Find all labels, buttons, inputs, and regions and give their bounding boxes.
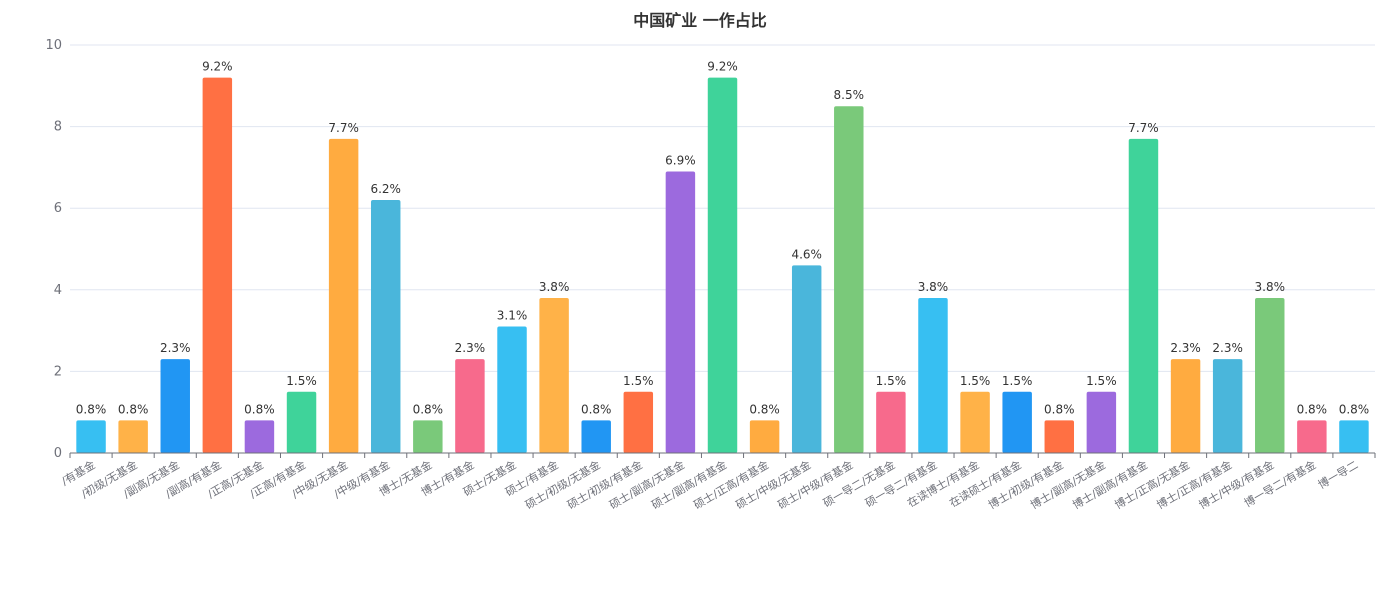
bar[interactable]	[876, 391, 906, 453]
bar[interactable]	[328, 138, 359, 453]
y-tick-label: 0	[54, 446, 62, 461]
bar[interactable]	[707, 77, 738, 453]
bar-data-label: 4.6%	[791, 247, 822, 261]
bar[interactable]	[286, 391, 317, 453]
bar-data-label: 6.2%	[370, 182, 401, 196]
bar-data-label: 1.5%	[1002, 374, 1033, 388]
bar-data-label: 0.8%	[118, 402, 149, 416]
bar[interactable]	[665, 171, 696, 454]
bar[interactable]	[1297, 420, 1327, 453]
x-tick-label: 博士/初级/有基金	[986, 457, 1066, 511]
bar-data-label: 7.7%	[328, 121, 359, 135]
bar[interactable]	[202, 77, 233, 453]
bar-data-label: 2.3%	[1212, 341, 1243, 355]
x-tick-label: 在读硕士/有基金	[947, 457, 1024, 509]
bar-data-label: 8.5%	[834, 88, 865, 102]
bar[interactable]	[918, 297, 948, 453]
bar-data-label: 3.8%	[539, 280, 570, 294]
bar[interactable]	[791, 265, 822, 453]
bar-data-label: 0.8%	[749, 402, 780, 416]
x-tick-label: 博一导二	[1316, 458, 1361, 491]
bar-data-label: 0.8%	[413, 402, 444, 416]
bar[interactable]	[1086, 391, 1117, 453]
x-axis	[69, 452, 1376, 458]
x-tick-label: 博士/副高/无基金	[1028, 457, 1108, 511]
bar[interactable]	[1044, 420, 1075, 453]
bar[interactable]	[1128, 138, 1159, 453]
bar[interactable]	[455, 359, 485, 453]
bar-data-label: 0.8%	[244, 402, 275, 416]
bar-series	[76, 77, 1369, 454]
bar-labels: 0.8% 0.8% 2.3% 9.2% 0.8% 1.5% 7.7% 6.2% 0.8% 2.3%…	[76, 60, 1369, 417]
y-axis: 0 2 4 6 8 10	[45, 38, 62, 461]
bar[interactable]	[834, 106, 864, 453]
bar-data-label: 0.8%	[1044, 402, 1075, 416]
bar-data-label: 1.5%	[876, 374, 907, 388]
bar[interactable]	[76, 420, 106, 453]
bar[interactable]	[749, 420, 780, 453]
chart-title: 中国矿业 一作占比	[633, 11, 767, 30]
x-tick-label: 硕一导二/无基金	[820, 457, 897, 509]
x-tick-label: 博士/正高/有基金	[1154, 457, 1234, 511]
bar[interactable]	[1002, 391, 1032, 453]
bar[interactable]	[160, 359, 190, 453]
bar[interactable]	[1339, 420, 1369, 453]
bar[interactable]	[960, 391, 990, 453]
y-tick-label: 10	[45, 38, 62, 53]
x-tick-label: 硕士/初级/无基金	[523, 457, 603, 511]
bar[interactable]	[539, 297, 569, 453]
bar[interactable]	[244, 420, 275, 453]
bar-data-label: 6.9%	[665, 153, 696, 167]
bar-data-label: 9.2%	[707, 60, 738, 74]
x-tick-label: 硕一导二/有基金	[863, 457, 940, 509]
bar-data-label: 2.3%	[1170, 341, 1201, 355]
x-tick-label: 博士/中级/有基金	[1196, 457, 1276, 511]
x-tick-label: 博士/副高/有基金	[1070, 457, 1150, 511]
bar[interactable]	[497, 326, 527, 453]
y-tick-label: 8	[54, 120, 62, 135]
bar[interactable]	[1212, 359, 1243, 453]
bar[interactable]	[118, 420, 148, 453]
x-tick-label: 硕士/中级/无基金	[733, 457, 813, 511]
x-tick-label: 硕士/中级/有基金	[775, 457, 855, 511]
bar-data-label: 1.5%	[1086, 374, 1117, 388]
bar-data-label: 9.2%	[202, 60, 233, 74]
bar[interactable]	[623, 391, 654, 453]
y-tick-label: 4	[54, 283, 62, 298]
x-tick-label: 硕士/副高/有基金	[649, 457, 729, 511]
bar-data-label: 3.8%	[1255, 280, 1286, 294]
y-tick-label: 2	[54, 364, 62, 379]
bar[interactable]	[1170, 359, 1201, 453]
bar-data-label: 0.8%	[1297, 402, 1328, 416]
x-tick-label: 硕士/初级/有基金	[565, 457, 645, 511]
bar[interactable]	[370, 200, 401, 453]
x-tick-label: 博一导二/有基金	[1241, 457, 1318, 509]
bar-data-label: 2.3%	[160, 341, 191, 355]
bar-data-label: 0.8%	[581, 402, 612, 416]
bar[interactable]	[581, 420, 611, 453]
x-tick-label: 硕士/正高/有基金	[691, 457, 771, 511]
bar[interactable]	[1255, 297, 1285, 453]
x-tick-labels: /有基金/初级/无基金/副高/无基金/副高/有基金/正高/无基金/正高/有基金/…	[59, 457, 1361, 511]
x-tick-label: 在读博士/有基金	[905, 457, 982, 509]
bar-data-label: 0.8%	[1339, 402, 1370, 416]
y-tick-label: 6	[54, 201, 62, 216]
bar-data-label: 0.8%	[76, 402, 107, 416]
bar-data-label: 1.5%	[960, 374, 991, 388]
bar-data-label: 2.3%	[455, 341, 486, 355]
bar-data-label: 1.5%	[286, 374, 317, 388]
bar-data-label: 3.1%	[497, 309, 528, 323]
bar[interactable]	[413, 420, 443, 453]
x-tick-label: 硕士/副高/无基金	[607, 457, 687, 511]
bar-data-label: 1.5%	[623, 374, 654, 388]
x-tick-label: 博士/正高/无基金	[1112, 457, 1192, 511]
bar-data-label: 7.7%	[1128, 121, 1159, 135]
bar-data-label: 3.8%	[918, 280, 949, 294]
